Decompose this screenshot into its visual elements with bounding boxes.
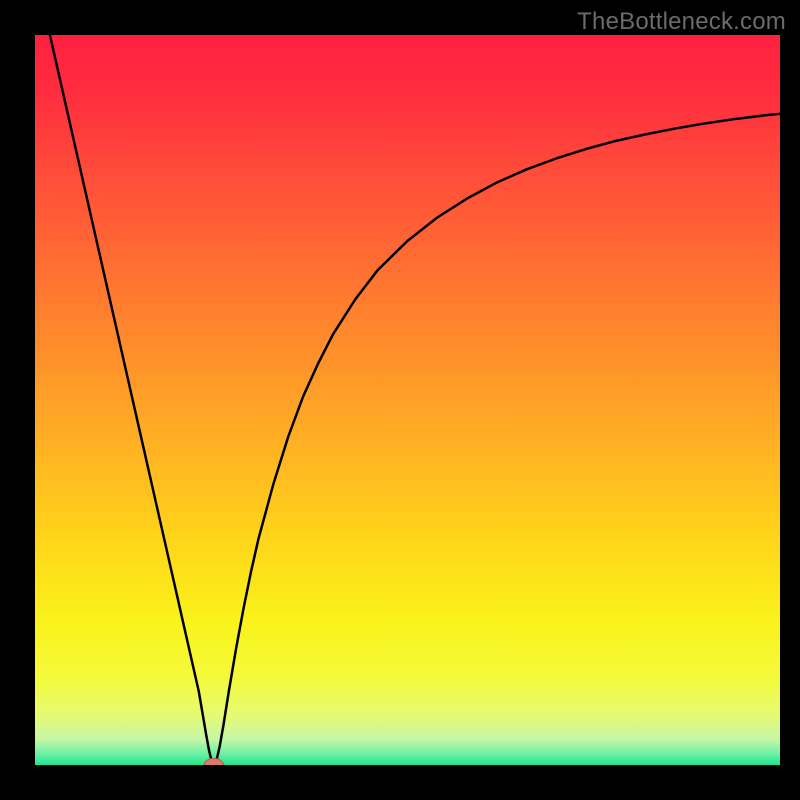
chart-frame: TheBottleneck.com xyxy=(0,0,800,800)
attribution-text: TheBottleneck.com xyxy=(577,8,786,36)
chart-svg xyxy=(35,35,780,765)
chart-background xyxy=(35,35,780,765)
plot-area xyxy=(35,35,780,765)
